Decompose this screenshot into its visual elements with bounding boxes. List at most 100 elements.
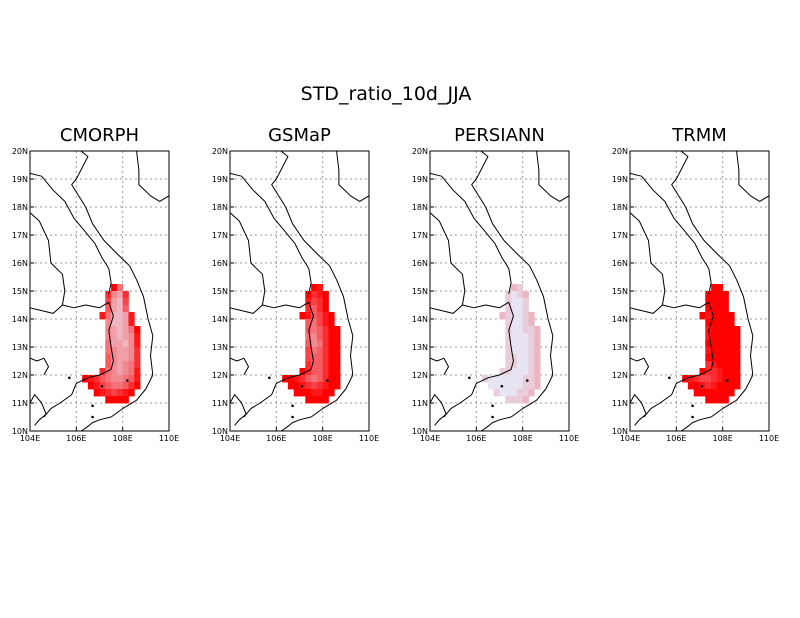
heatmap-cell [522,291,529,299]
heatmap-cell [111,305,118,313]
heatmap-cell [728,319,735,327]
heatmap-cell [534,361,541,369]
heatmap-cell [105,382,112,390]
heatmap-cell [699,389,706,397]
x-tick-label: 110E [559,434,579,443]
y-tick-label: 10N [212,427,228,436]
heatmap-cell [522,319,529,327]
heatmap-cell [111,319,118,327]
heatmap-cell [722,326,729,334]
heatmap-cell [705,340,712,348]
heatmap-cell [316,354,324,362]
y-tick-label: 16N [612,259,628,268]
heatmap-cell [534,333,541,341]
heatmap-cell [122,375,129,383]
heatmap-cell [116,354,124,362]
heatmap-cell [516,361,524,369]
heatmap-cell [128,389,135,397]
heatmap-cell [105,354,112,362]
island-marker [326,379,329,382]
heatmap-cell [305,382,312,390]
heatmap-cell [528,312,535,320]
heatmap-cell [728,340,735,348]
heatmap-cell [99,368,106,376]
x-tick-label: 106E [666,434,686,443]
island-marker [691,404,694,408]
heatmap-cell [493,389,500,397]
x-tick-label: 108E [113,434,133,443]
heatmap-cell [87,375,95,383]
heatmap-cell [511,375,518,383]
heatmap-cell [505,347,512,355]
heatmap-cell [516,375,524,383]
y-tick-label: 15N [612,287,628,296]
x-tick-label: 106E [466,434,486,443]
heatmap-cell [134,361,141,369]
island-marker [268,376,271,380]
heatmap-cell [528,368,535,376]
island-marker [668,376,671,380]
heatmap-cell [322,361,329,369]
heatmap-cell [116,389,124,397]
heatmap-cell [322,298,329,306]
heatmap-cell [311,291,318,299]
heatmap-cell [505,305,512,313]
heatmap-cell [511,354,518,362]
heatmap-cell [511,382,518,390]
heatmap-cell [293,382,300,390]
heatmap-cell [722,354,729,362]
y-tick-label: 18N [412,203,428,212]
heatmap-cell [534,326,541,334]
heatmap-cell [505,298,512,306]
heatmap-cell [322,333,329,341]
heatmap-cell [316,361,324,369]
heatmap-cell [311,361,318,369]
heatmap-cell [511,347,518,355]
island-marker [100,384,104,388]
heatmap-cell [105,291,112,299]
heatmap-cell [105,326,112,334]
heatmap-cell [505,333,512,341]
heatmap-cell [711,382,718,390]
heatmap-cell [122,319,129,327]
heatmap-cell [511,396,518,404]
heatmap-cell [322,326,329,334]
x-tick-label: 110E [359,434,379,443]
heatmap-cell [728,382,735,390]
heatmap-cell [534,347,541,355]
heatmap-cell [316,305,324,313]
heatmap-cell [528,375,535,383]
heatmap-cell [311,375,318,383]
heatmap-cell [111,382,118,390]
heatmap-cell [116,375,124,383]
y-tick-label: 15N [212,287,228,296]
heatmap-cell [528,389,535,397]
heatmap-cell [111,326,118,334]
coastline [736,150,770,202]
heatmap-cell [328,361,335,369]
island-marker [91,404,94,408]
heatmap-cell [705,312,712,320]
heatmap-cell [534,340,541,348]
heatmap-cell [534,368,541,376]
heatmap-cell [316,389,324,397]
heatmap-cell [122,326,129,334]
coastline [229,212,310,309]
heatmap-cell [493,375,500,383]
heatmap-cell [534,375,541,383]
heatmap-cell [128,340,135,348]
heatmap-cell [516,291,524,299]
heatmap-cell [322,305,329,313]
heatmap-cell [722,396,729,404]
y-tick-label: 19N [612,175,628,184]
coastline [629,394,647,426]
heatmap-cell [134,354,141,362]
heatmap-cell [134,382,141,390]
heatmap-cell [322,368,329,376]
heatmap-cell [311,389,318,397]
heatmap-cell [111,354,118,362]
heatmap-cell [728,368,735,376]
y-tick-label: 14N [12,315,28,324]
coastline [336,150,370,202]
heatmap-cell [328,368,335,376]
